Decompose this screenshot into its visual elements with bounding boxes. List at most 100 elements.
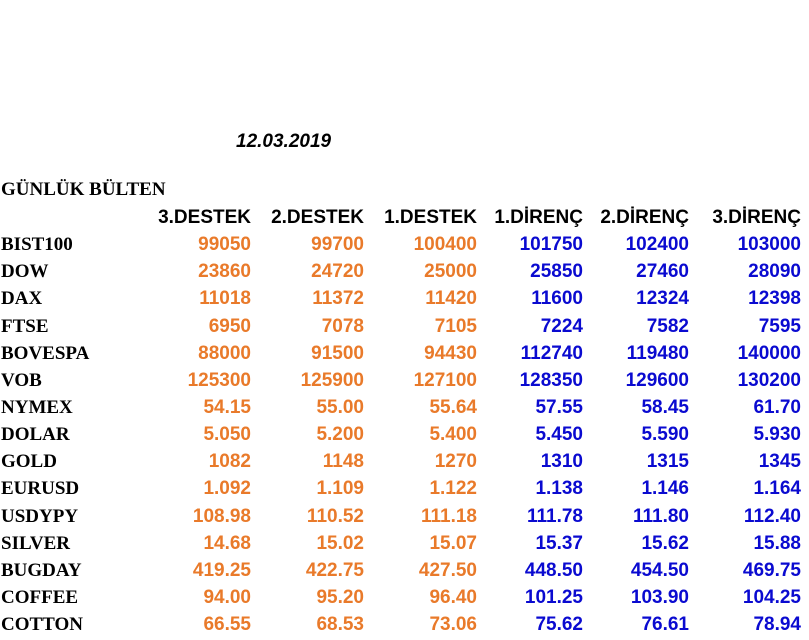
resistance-level-cell: 11600 [531,288,583,310]
support-level-cell: 99050 [198,234,251,256]
support-level-cell: 11372 [312,288,364,310]
resistance-level-cell: 448.50 [524,559,583,581]
resistance-level-cell: 103000 [737,234,801,256]
support-level-cell: 1.109 [316,478,364,500]
resistance-level-cell: 15.62 [641,532,689,554]
support-level-cell: 6950 [208,315,251,337]
table-row: BOVESPA 88000 91500 94430 112740 119480 140000 [0,340,809,367]
table-row: COTTON 66.55 68.53 73.06 75.62 76.61 78.94 [0,611,809,638]
support-level-cell: 1.092 [203,478,251,500]
support-level-cell: 110.52 [306,505,364,527]
support-level-cell: 96.40 [429,586,477,608]
support-level-cell: 11018 [199,288,251,310]
column-header: 1.DESTEK [384,207,477,228]
resistance-level-cell: 128350 [519,369,583,391]
support-level-cell: 125900 [300,369,364,391]
resistance-level-cell: 7224 [540,315,583,337]
resistance-level-cell: 15.88 [753,532,801,554]
table-row: GOLD 1082 1148 1270 1310 1315 1345 [0,448,809,475]
resistance-level-cell: 111.78 [526,505,583,527]
resistance-level-cell: 119480 [626,342,689,364]
support-level-cell: 91500 [311,342,364,364]
resistance-level-cell: 12398 [748,288,801,310]
table-row: USDYPY 108.98 110.52 111.18 111.78 111.80 112.… [0,503,809,530]
levels-table: 3.DESTEK 2.DESTEK 1.DESTEK 1.DİRENÇ 2.Dİ… [0,204,809,638]
resistance-level-cell: 5.930 [753,424,801,446]
instrument-name: USDYPY [1,505,79,527]
support-level-cell: 1270 [434,451,477,473]
resistance-level-cell: 15.37 [535,532,583,554]
support-level-cell: 99700 [311,234,364,256]
support-level-cell: 1082 [208,451,251,473]
resistance-level-cell: 102400 [625,234,689,256]
resistance-level-cell: 76.61 [641,614,689,636]
resistance-level-cell: 1.146 [641,478,689,500]
support-level-cell: 66.55 [203,614,251,636]
resistance-level-cell: 129600 [625,369,689,391]
support-level-cell: 419.25 [192,559,251,581]
support-level-cell: 54.15 [203,396,251,418]
resistance-level-cell: 61.70 [753,396,801,418]
instrument-name: BIST100 [1,234,73,256]
resistance-level-cell: 58.45 [641,396,689,418]
instrument-name: COFFEE [1,586,79,608]
support-level-cell: 94430 [424,342,477,364]
resistance-level-cell: 469.75 [742,559,801,581]
table-row: FTSE 6950 7078 7105 7224 7582 7595 [0,313,809,340]
table-row: BIST100 99050 99700 100400 101750 102400 10300… [0,231,809,258]
table-row: EURUSD 1.092 1.109 1.122 1.138 1.146 1.164 [0,475,809,502]
instrument-name: COTTON [1,614,84,636]
resistance-level-cell: 75.62 [535,614,583,636]
resistance-level-cell: 1.138 [535,478,583,500]
instrument-name: EURUSD [1,478,80,500]
resistance-level-cell: 1310 [540,451,583,473]
bulletin-title: GÜNLÜK BÜLTEN [1,179,166,200]
column-header: 2.DESTEK [271,207,364,228]
support-level-cell: 25000 [424,261,477,283]
column-header: 3.DİRENÇ [712,207,801,228]
table-row: VOB 125300 125900 127100 128350 129600 130200 [0,367,809,394]
instrument-name: GOLD [1,451,57,473]
support-level-cell: 5.200 [316,424,364,446]
instrument-name: FTSE [1,315,49,337]
resistance-level-cell: 101.25 [524,586,583,608]
resistance-level-cell: 57.55 [535,396,583,418]
instrument-name: DAX [1,288,43,310]
support-level-cell: 7105 [434,315,477,337]
support-level-cell: 94.00 [203,586,251,608]
column-header: 1.DİRENÇ [494,207,583,228]
support-level-cell: 127100 [413,369,477,391]
table-header-row: 3.DESTEK 2.DESTEK 1.DESTEK 1.DİRENÇ 2.Dİ… [0,204,809,231]
support-level-cell: 55.64 [429,396,477,418]
column-header: 2.DİRENÇ [600,207,689,228]
resistance-level-cell: 104.25 [742,586,801,608]
resistance-level-cell: 7582 [646,315,689,337]
support-level-cell: 422.75 [305,559,364,581]
table-row: SILVER 14.68 15.02 15.07 15.37 15.62 15.88 [0,530,809,557]
resistance-level-cell: 112.40 [743,505,801,527]
support-level-cell: 14.68 [203,532,251,554]
resistance-level-cell: 101750 [519,234,583,256]
support-level-cell: 5.050 [203,424,251,446]
instrument-name: SILVER [1,532,71,554]
resistance-level-cell: 130200 [737,369,801,391]
support-level-cell: 95.20 [316,586,364,608]
instrument-name: VOB [1,369,42,391]
table-row: DOLAR 5.050 5.200 5.400 5.450 5.590 5.930 [0,421,809,448]
resistance-level-cell: 5.450 [535,424,583,446]
instrument-name: DOW [1,261,49,283]
table-row: BUGDAY 419.25 422.75 427.50 448.50 454.50 469.… [0,557,809,584]
table-row: DOW 23860 24720 25000 25850 27460 28090 [0,258,809,285]
resistance-level-cell: 5.590 [641,424,689,446]
resistance-level-cell: 103.90 [630,586,689,608]
bulletin-date: 12.03.2019 [236,131,332,152]
resistance-level-cell: 1.164 [753,478,801,500]
table-row: DAX 11018 11372 11420 11600 12324 12398 [0,285,809,312]
resistance-level-cell: 112740 [520,342,583,364]
instrument-name: DOLAR [1,424,70,446]
instrument-name: NYMEX [1,396,73,418]
table-row: NYMEX 54.15 55.00 55.64 57.55 58.45 61.70 [0,394,809,421]
support-level-cell: 24720 [311,261,364,283]
resistance-level-cell: 454.50 [630,559,689,581]
support-level-cell: 73.06 [429,614,477,636]
